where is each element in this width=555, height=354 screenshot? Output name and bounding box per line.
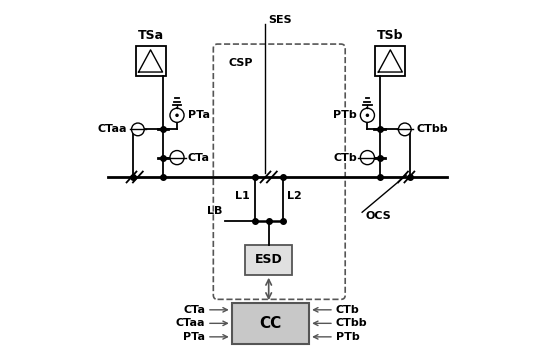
Text: TSa: TSa [138, 29, 164, 42]
Circle shape [360, 108, 375, 122]
Text: CTbb: CTbb [336, 318, 367, 328]
Text: PTb: PTb [336, 332, 360, 342]
Text: PTb: PTb [333, 110, 357, 120]
Circle shape [170, 150, 184, 165]
Text: L2: L2 [287, 190, 302, 200]
Text: CTaa: CTaa [176, 318, 205, 328]
Circle shape [360, 150, 375, 165]
Text: PTa: PTa [183, 332, 205, 342]
Bar [245, 245, 292, 275]
Text: CTb: CTb [336, 305, 360, 315]
Text: CTa: CTa [183, 305, 205, 315]
Text: CTb: CTb [333, 153, 357, 162]
Text: CSP: CSP [228, 58, 253, 68]
Text: CTaa: CTaa [97, 124, 127, 135]
Text: CTa: CTa [188, 153, 210, 162]
Circle shape [366, 114, 369, 117]
Text: OCS: OCS [366, 211, 391, 221]
Text: CTbb: CTbb [416, 124, 448, 135]
Bar [375, 46, 405, 76]
Circle shape [398, 123, 411, 136]
Circle shape [132, 123, 144, 136]
Text: LB: LB [208, 206, 223, 216]
Text: TSb: TSb [377, 29, 403, 42]
Circle shape [170, 108, 184, 122]
Bar [135, 46, 165, 76]
Text: L1: L1 [235, 190, 249, 200]
Circle shape [175, 114, 179, 117]
Text: ESD: ESD [255, 253, 282, 266]
Text: CC: CC [259, 316, 281, 331]
Bar [231, 303, 309, 344]
Text: SES: SES [269, 15, 292, 25]
Text: PTa: PTa [188, 110, 210, 120]
